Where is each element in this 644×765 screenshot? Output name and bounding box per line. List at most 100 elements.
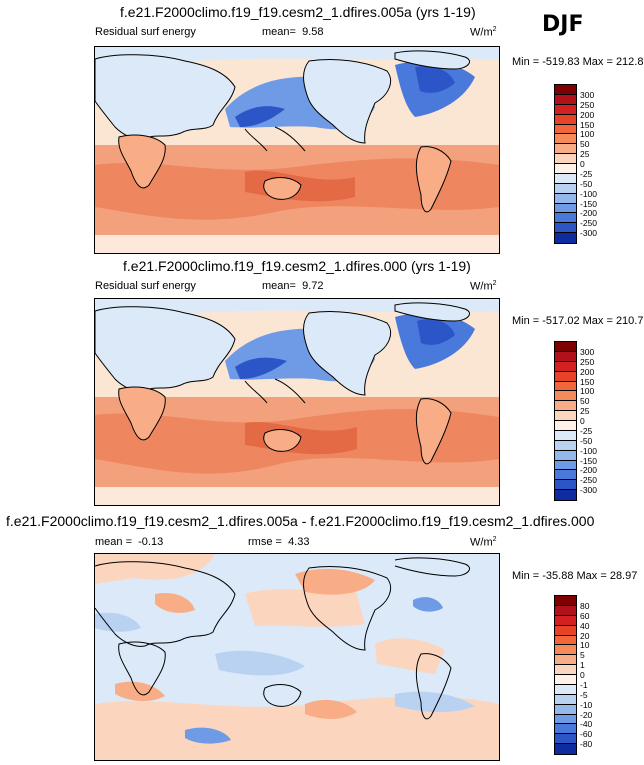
colorbar-swatch <box>555 480 576 491</box>
panel3-colorbar <box>554 595 577 755</box>
colorbar-tick-label: -200 <box>580 465 598 476</box>
colorbar-tick-label: -10 <box>580 699 593 710</box>
colorbar-tick-label: 25 <box>580 149 590 160</box>
colorbar-tick-label: 200 <box>580 366 595 377</box>
colorbar-swatch <box>555 85 576 95</box>
panel2-mean-value: 9.72 <box>302 280 324 292</box>
colorbar-tick-label: 100 <box>580 129 595 140</box>
colorbar-swatch <box>555 744 576 754</box>
colorbar-tick-label: 5 <box>580 650 585 661</box>
colorbar-swatch <box>555 675 576 685</box>
colorbar-tick-label: -200 <box>580 208 598 219</box>
colorbar-swatch <box>555 440 576 451</box>
colorbar-swatch <box>555 381 576 392</box>
panel2-map <box>94 298 500 506</box>
colorbar-swatch <box>555 645 576 656</box>
colorbar-swatch <box>555 450 576 461</box>
colorbar-tick-label: -150 <box>580 455 598 466</box>
colorbar-swatch <box>555 490 576 500</box>
colorbar-tick-label: -50 <box>580 435 593 446</box>
colorbar-swatch <box>555 342 576 352</box>
colorbar-swatch <box>555 655 576 666</box>
panel1-minmax: Min = -519.83 Max = 212.87 <box>512 56 644 68</box>
colorbar-swatch <box>555 124 576 135</box>
colorbar-swatch <box>555 154 576 164</box>
panel2-minmax: Min = -517.02 Max = 210.79 <box>512 315 644 327</box>
colorbar-tick-label: -80 <box>580 739 593 750</box>
panel2-mean: mean= 9.72 <box>262 280 324 292</box>
colorbar-tick-label: -60 <box>580 729 593 740</box>
panel1-colorbar <box>554 84 577 244</box>
colorbar-swatch <box>555 173 576 184</box>
colorbar-tick-label: -300 <box>580 228 598 239</box>
colorbar-swatch <box>555 704 576 715</box>
colorbar-swatch <box>555 615 576 626</box>
colorbar-tick-label: 40 <box>580 620 590 631</box>
colorbar-tick-label: -20 <box>580 709 593 720</box>
colorbar-tick-label: 0 <box>580 159 585 169</box>
panel3-rmse: rmse = 4.33 <box>248 536 309 548</box>
panel3-rmse-label: rmse = <box>248 536 282 548</box>
colorbar-swatch <box>555 421 576 431</box>
colorbar-swatch <box>555 351 576 362</box>
colorbar-tick-label: 300 <box>580 89 595 100</box>
colorbar-swatch <box>555 233 576 243</box>
colorbar-swatch <box>555 371 576 382</box>
colorbar-swatch <box>555 213 576 224</box>
colorbar-tick-label: -250 <box>580 218 598 229</box>
colorbar-swatch <box>555 361 576 372</box>
panel1-mean: mean= 9.58 <box>262 26 324 38</box>
colorbar-swatch <box>555 734 576 745</box>
colorbar-tick-label: 100 <box>580 386 595 397</box>
colorbar-swatch <box>555 430 576 441</box>
colorbar-tick-label: 80 <box>580 600 590 611</box>
colorbar-tick-label: 250 <box>580 99 595 110</box>
panel2-colorbar <box>554 341 577 501</box>
colorbar-tick-label: 150 <box>580 376 595 387</box>
colorbar-swatch <box>555 104 576 115</box>
panel2-variable-label: Residual surf energy <box>95 280 196 292</box>
colorbar-tick-label: -250 <box>580 475 598 486</box>
panel2-mean-label: mean= <box>262 280 296 292</box>
colorbar-swatch <box>555 203 576 214</box>
colorbar-tick-label: -25 <box>580 168 593 179</box>
colorbar-swatch <box>555 694 576 705</box>
colorbar-swatch <box>555 470 576 481</box>
colorbar-tick-label: -40 <box>580 719 593 730</box>
colorbar-swatch <box>555 460 576 471</box>
colorbar-tick-label: 60 <box>580 610 590 621</box>
colorbar-tick-label: 20 <box>580 630 590 641</box>
colorbar-tick-label: 50 <box>580 139 590 150</box>
colorbar-tick-label: 0 <box>580 416 585 426</box>
colorbar-swatch <box>555 223 576 234</box>
panel3-units: W/m2 <box>470 536 497 549</box>
colorbar-swatch <box>555 714 576 725</box>
colorbar-swatch <box>555 596 576 606</box>
panel3-title: f.e21.F2000climo.f19_f19.cesm2_1.dfires.… <box>6 513 595 529</box>
panel1-units: W/m2 <box>470 26 497 39</box>
colorbar-swatch <box>555 401 576 412</box>
colorbar-tick-label: -100 <box>580 188 598 199</box>
panel2-units: W/m2 <box>470 280 497 293</box>
colorbar-swatch <box>555 144 576 155</box>
colorbar-tick-label: 25 <box>580 406 590 417</box>
colorbar-swatch <box>555 183 576 194</box>
colorbar-tick-label: 150 <box>580 119 595 130</box>
panel1-map <box>94 46 500 254</box>
colorbar-tick-label: 0 <box>580 670 585 680</box>
colorbar-tick-label: 200 <box>580 109 595 120</box>
colorbar-swatch <box>555 94 576 105</box>
panel3-minmax: Min = -35.88 Max = 28.97 <box>512 570 638 582</box>
colorbar-swatch <box>555 635 576 646</box>
colorbar-swatch <box>555 391 576 402</box>
colorbar-swatch <box>555 724 576 735</box>
colorbar-swatch <box>555 684 576 695</box>
colorbar-tick-label: -100 <box>580 445 598 456</box>
colorbar-tick-label: 250 <box>580 356 595 367</box>
panel3-rmse-value: 4.33 <box>288 536 310 548</box>
colorbar-tick-label: -50 <box>580 178 593 189</box>
colorbar-tick-label: 50 <box>580 396 590 407</box>
panel1-mean-label: mean= <box>262 26 296 38</box>
colorbar-swatch <box>555 114 576 125</box>
colorbar-tick-label: 300 <box>580 346 595 357</box>
